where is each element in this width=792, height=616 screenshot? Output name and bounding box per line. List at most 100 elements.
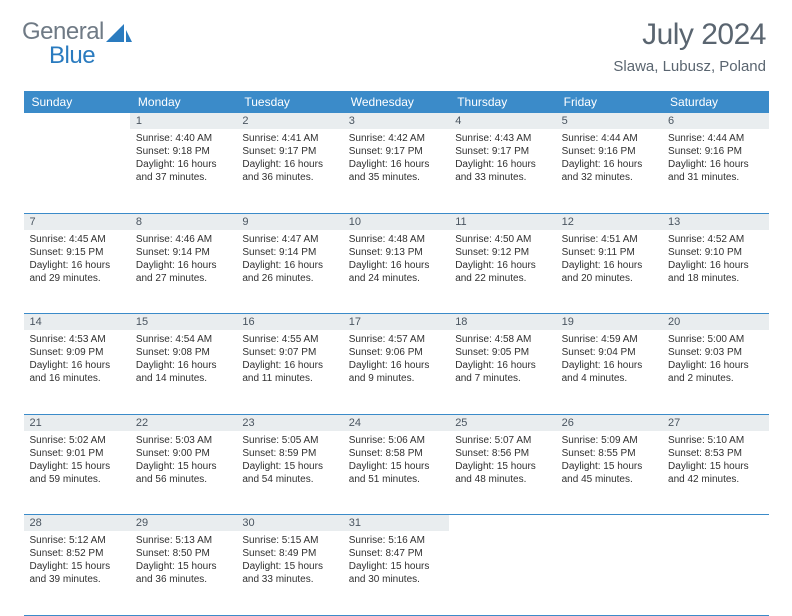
- logo: General Blue: [22, 18, 132, 46]
- sunrise-text: Sunrise: 4:47 AM: [242, 233, 336, 246]
- day-number: 26: [556, 415, 662, 431]
- daylight1-text: Daylight: 16 hours: [136, 158, 230, 171]
- daylight2-text: and 4 minutes.: [562, 372, 656, 385]
- daylight2-text: and 33 minutes.: [455, 171, 549, 184]
- sunrise-text: Sunrise: 4:41 AM: [242, 132, 336, 145]
- calendar-cell: [662, 531, 768, 615]
- weekday-header: Thursday: [449, 91, 555, 113]
- weekday-header: Sunday: [24, 91, 130, 113]
- sunrise-text: Sunrise: 5:12 AM: [30, 534, 124, 547]
- sunrise-text: Sunrise: 4:59 AM: [562, 333, 656, 346]
- weekday-header: Wednesday: [343, 91, 449, 113]
- daylight2-text: and 54 minutes.: [242, 473, 336, 486]
- daylight2-text: and 9 minutes.: [349, 372, 443, 385]
- day-number: 21: [24, 415, 130, 431]
- sunset-text: Sunset: 9:16 PM: [562, 145, 656, 158]
- day-number: 7: [24, 214, 130, 230]
- daylight1-text: Daylight: 16 hours: [455, 359, 549, 372]
- daylight2-text: and 14 minutes.: [136, 372, 230, 385]
- sunrise-text: Sunrise: 5:13 AM: [136, 534, 230, 547]
- sunset-text: Sunset: 9:17 PM: [349, 145, 443, 158]
- sunrise-text: Sunrise: 4:55 AM: [242, 333, 336, 346]
- daylight2-text: and 29 minutes.: [30, 272, 124, 285]
- daylight1-text: Daylight: 16 hours: [455, 259, 549, 272]
- sunset-text: Sunset: 9:14 PM: [136, 246, 230, 259]
- page-header: General Blue July 2024 Slawa, Lubusz, Po…: [0, 0, 792, 81]
- sunset-text: Sunset: 9:09 PM: [30, 346, 124, 359]
- weekday-header: Monday: [130, 91, 236, 113]
- calendar-cell: Sunrise: 4:53 AMSunset: 9:09 PMDaylight:…: [24, 330, 130, 414]
- sunset-text: Sunset: 8:56 PM: [455, 447, 549, 460]
- sunset-text: Sunset: 9:16 PM: [668, 145, 762, 158]
- sunset-text: Sunset: 9:17 PM: [455, 145, 549, 158]
- sunrise-text: Sunrise: 5:09 AM: [562, 434, 656, 447]
- daylight2-text: and 22 minutes.: [455, 272, 549, 285]
- daylight2-text: and 59 minutes.: [30, 473, 124, 486]
- sunrise-text: Sunrise: 5:10 AM: [668, 434, 762, 447]
- sunrise-text: Sunrise: 4:50 AM: [455, 233, 549, 246]
- calendar-cell: Sunrise: 5:03 AMSunset: 9:00 PMDaylight:…: [130, 431, 236, 515]
- day-number: 9: [236, 214, 342, 230]
- calendar-cell: Sunrise: 5:02 AMSunset: 9:01 PMDaylight:…: [24, 431, 130, 515]
- day-number: 6: [662, 113, 768, 129]
- daylight2-text: and 31 minutes.: [668, 171, 762, 184]
- sunset-text: Sunset: 9:08 PM: [136, 346, 230, 359]
- sunset-text: Sunset: 9:03 PM: [668, 346, 762, 359]
- sunrise-text: Sunrise: 5:16 AM: [349, 534, 443, 547]
- calendar-cell: Sunrise: 5:12 AMSunset: 8:52 PMDaylight:…: [24, 531, 130, 615]
- page-title: July 2024: [613, 18, 766, 52]
- day-number: 11: [449, 214, 555, 230]
- calendar-cell: Sunrise: 4:47 AMSunset: 9:14 PMDaylight:…: [236, 230, 342, 314]
- calendar-cell: Sunrise: 4:42 AMSunset: 9:17 PMDaylight:…: [343, 129, 449, 213]
- daylight2-text: and 35 minutes.: [349, 171, 443, 184]
- day-number: [24, 113, 130, 117]
- daylight2-text: and 24 minutes.: [349, 272, 443, 285]
- sunrise-text: Sunrise: 5:02 AM: [30, 434, 124, 447]
- sunrise-text: Sunrise: 4:44 AM: [668, 132, 762, 145]
- daylight1-text: Daylight: 15 hours: [242, 460, 336, 473]
- calendar-cell: Sunrise: 4:41 AMSunset: 9:17 PMDaylight:…: [236, 129, 342, 213]
- daylight1-text: Daylight: 16 hours: [455, 158, 549, 171]
- sunrise-text: Sunrise: 5:06 AM: [349, 434, 443, 447]
- daylight2-text: and 56 minutes.: [136, 473, 230, 486]
- sunset-text: Sunset: 9:00 PM: [136, 447, 230, 460]
- sunset-text: Sunset: 9:14 PM: [242, 246, 336, 259]
- sunset-text: Sunset: 9:11 PM: [562, 246, 656, 259]
- daylight1-text: Daylight: 16 hours: [30, 359, 124, 372]
- day-number: 15: [130, 314, 236, 330]
- daylight1-text: Daylight: 15 hours: [349, 460, 443, 473]
- day-number: 29: [130, 515, 236, 531]
- sunrise-text: Sunrise: 4:48 AM: [349, 233, 443, 246]
- daylight1-text: Daylight: 16 hours: [349, 158, 443, 171]
- calendar-cell: Sunrise: 4:50 AMSunset: 9:12 PMDaylight:…: [449, 230, 555, 314]
- day-number: 14: [24, 314, 130, 330]
- daylight1-text: Daylight: 15 hours: [455, 460, 549, 473]
- sunset-text: Sunset: 8:55 PM: [562, 447, 656, 460]
- sunset-text: Sunset: 9:07 PM: [242, 346, 336, 359]
- sunrise-text: Sunrise: 4:52 AM: [668, 233, 762, 246]
- daylight1-text: Daylight: 16 hours: [668, 359, 762, 372]
- daylight1-text: Daylight: 15 hours: [242, 560, 336, 573]
- daylight1-text: Daylight: 15 hours: [30, 460, 124, 473]
- calendar-cell: [556, 531, 662, 615]
- sunset-text: Sunset: 9:12 PM: [455, 246, 549, 259]
- calendar-cell: Sunrise: 5:05 AMSunset: 8:59 PMDaylight:…: [236, 431, 342, 515]
- day-number: 16: [236, 314, 342, 330]
- daylight1-text: Daylight: 16 hours: [30, 259, 124, 272]
- sunset-text: Sunset: 8:47 PM: [349, 547, 443, 560]
- calendar-cell: Sunrise: 5:00 AMSunset: 9:03 PMDaylight:…: [662, 330, 768, 414]
- sunrise-text: Sunrise: 4:54 AM: [136, 333, 230, 346]
- calendar-cell: [449, 531, 555, 615]
- daylight2-text: and 42 minutes.: [668, 473, 762, 486]
- sunrise-text: Sunrise: 5:15 AM: [242, 534, 336, 547]
- daylight1-text: Daylight: 16 hours: [562, 158, 656, 171]
- sunset-text: Sunset: 8:59 PM: [242, 447, 336, 460]
- calendar-cell: Sunrise: 4:58 AMSunset: 9:05 PMDaylight:…: [449, 330, 555, 414]
- calendar-cell: Sunrise: 5:15 AMSunset: 8:49 PMDaylight:…: [236, 531, 342, 615]
- daylight2-text: and 11 minutes.: [242, 372, 336, 385]
- day-number: 8: [130, 214, 236, 230]
- day-number: 20: [662, 314, 768, 330]
- sunset-text: Sunset: 9:18 PM: [136, 145, 230, 158]
- daylight2-text: and 2 minutes.: [668, 372, 762, 385]
- calendar-cell: Sunrise: 4:54 AMSunset: 9:08 PMDaylight:…: [130, 330, 236, 414]
